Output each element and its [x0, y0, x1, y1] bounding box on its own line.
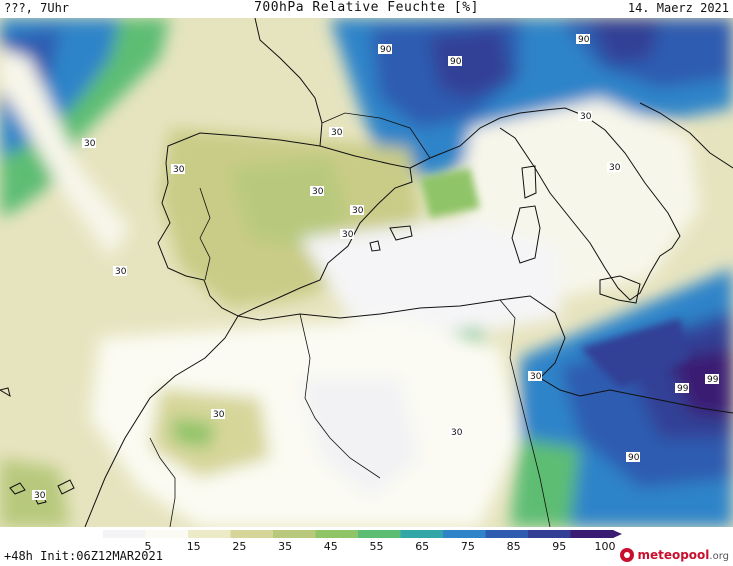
svg-text:30: 30 — [352, 206, 364, 216]
svg-text:90: 90 — [578, 35, 590, 45]
logo-text: meteopool — [637, 548, 710, 562]
svg-text:30: 30 — [312, 187, 324, 197]
contour-label: 30 — [310, 186, 324, 197]
map-title: 700hPa Relative Feuchte [%] — [254, 0, 479, 15]
svg-text:99: 99 — [677, 384, 689, 394]
colorbar-tick-label: 5 — [144, 540, 152, 553]
contour-label: 99 — [675, 383, 689, 394]
contour-label: 30 — [340, 229, 354, 240]
svg-text:30: 30 — [34, 491, 46, 501]
colorbar-segment — [145, 530, 189, 538]
footer-bar: 5 15 25 35 45 55 65 75 85 95 100 +48h Init:06Z12MA… — [0, 527, 733, 566]
colorbar-tick-label: 45 — [323, 540, 338, 553]
svg-text:30: 30 — [580, 112, 592, 122]
colorbar-tick-label: 25 — [232, 540, 247, 553]
colorbar-segment — [485, 530, 529, 538]
forecast-time-label: ???, 7Uhr — [4, 1, 70, 15]
colorbar-segment — [103, 530, 146, 538]
run-info: +48h Init:06Z12MAR2021 — [4, 549, 163, 563]
svg-text:90: 90 — [380, 45, 392, 55]
colorbar-tick-label: 65 — [415, 540, 430, 553]
contour-labels: 90 90 90 30 30 30 30 30 30 30 30 30 30 3… — [32, 34, 719, 501]
colorbar-segment — [570, 530, 614, 538]
contour-label: 90 — [576, 34, 590, 45]
colorbar-segment — [528, 530, 571, 538]
contour-label: 30 — [211, 409, 225, 420]
svg-text:30: 30 — [451, 428, 463, 438]
contour-label: 30 — [171, 164, 185, 175]
map-canvas: 90 90 90 30 30 30 30 30 30 30 30 30 30 3… — [0, 18, 733, 527]
colorbar-tick-label: 15 — [186, 540, 201, 553]
contour-label: 90 — [448, 56, 462, 67]
svg-text:30: 30 — [84, 139, 96, 149]
svg-text:90: 90 — [628, 453, 640, 463]
svg-text:99: 99 — [707, 375, 719, 385]
forecast-date: 14. Maerz 2021 — [627, 1, 729, 15]
colorbar-tick-label: 35 — [278, 540, 293, 553]
contour-label: 30 — [32, 490, 46, 501]
svg-text:30: 30 — [173, 165, 185, 175]
contour-label: 30 — [449, 427, 463, 438]
colorbar-tick-label: 95 — [552, 540, 567, 553]
logo-icon — [620, 548, 635, 562]
svg-text:30: 30 — [331, 128, 343, 138]
colorbar-segment — [273, 530, 316, 538]
colorbar-arrow — [613, 530, 622, 538]
contour-label: 30 — [578, 111, 592, 122]
svg-text:90: 90 — [450, 57, 462, 67]
contour-label: 30 — [113, 266, 127, 277]
humidity-map: 90 90 90 30 30 30 30 30 30 30 30 30 30 3… — [0, 18, 733, 527]
contour-label: 30 — [350, 205, 364, 216]
colorbar — [103, 530, 622, 538]
svg-text:30: 30 — [213, 410, 225, 420]
contour-label: 99 — [705, 374, 719, 385]
logo-domain: .org — [709, 551, 729, 562]
svg-text:30: 30 — [609, 163, 621, 173]
colorbar-segment — [443, 530, 486, 538]
colorbar-segment — [315, 530, 359, 538]
coastlines — [0, 18, 733, 527]
colorbar-tick-label: 85 — [506, 540, 521, 553]
contour-label: 90 — [378, 44, 392, 55]
colorbar-segment — [230, 530, 274, 538]
svg-text:30: 30 — [115, 267, 127, 277]
contour-label: 30 — [82, 138, 96, 149]
colorbar-segment — [400, 530, 444, 538]
svg-text:30: 30 — [342, 230, 354, 240]
contour-label: 30 — [329, 127, 343, 138]
colorbar-tick-label: 75 — [460, 540, 475, 553]
contour-label: 90 — [626, 452, 640, 463]
contour-label: 30 — [607, 162, 621, 173]
colorbar-tick-label: 100 — [594, 540, 616, 553]
colorbar-tick-label: 55 — [369, 540, 384, 553]
colorbar-segment — [358, 530, 401, 538]
meteopool-logo[interactable]: meteopool.org — [620, 547, 729, 563]
svg-text:30: 30 — [530, 372, 542, 382]
header-bar: ???, 7Uhr 700hPa Relative Feuchte [%] 14… — [0, 0, 733, 18]
contour-label: 30 — [528, 371, 542, 382]
colorbar-segment — [188, 530, 231, 538]
